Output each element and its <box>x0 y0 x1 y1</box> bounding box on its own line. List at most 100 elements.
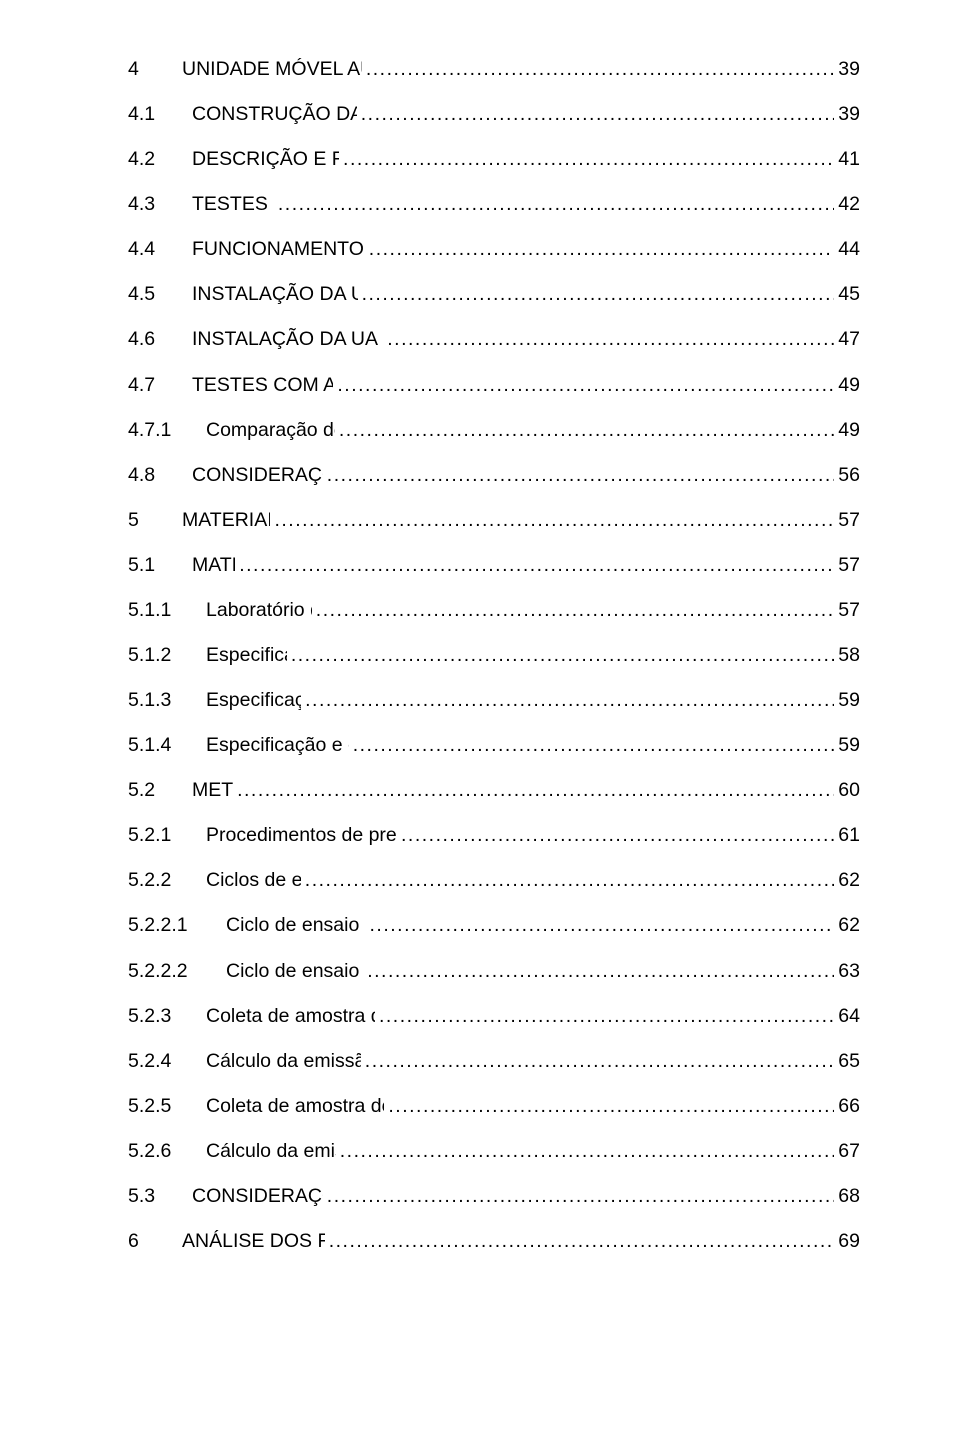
toc-title: INSTALAÇÃO DA UA NO LABORATÓRIO DE ENSAI… <box>192 328 383 351</box>
toc-title: METODOS <box>192 779 233 802</box>
toc-title: CONSIDERAÇÕES SOBRE O CAPÍTULO <box>192 1185 323 1208</box>
toc-row: 5.2.5Coleta de amostra de gases de exaus… <box>128 1095 860 1118</box>
toc-page-number: 66 <box>834 1095 860 1118</box>
toc-title: MATERIAIS E MÉTODOS <box>182 509 270 532</box>
page: 4UNIDADE MÓVEL AUTÔNOMA PARA COLETA DE A… <box>0 0 960 1444</box>
toc-page-number: 56 <box>834 464 860 487</box>
toc-leader-dots <box>233 779 834 802</box>
toc-row: 4.8CONSIDERAÇÕES SOBRE O CAPÍTULO56 <box>128 464 860 487</box>
toc-title: Ciclo de ensaio ESC (European Stationary… <box>226 914 365 937</box>
toc-row: 5.2METODOS 60 <box>128 779 860 802</box>
toc-row: 5MATERIAIS E MÉTODOS57 <box>128 509 860 532</box>
toc-page-number: 47 <box>834 328 860 351</box>
toc-row: 4.3TESTES EM BANCADA 42 <box>128 193 860 216</box>
toc-number: 4.3 <box>128 193 192 216</box>
toc-title: UNIDADE MÓVEL AUTÔNOMA PARA COLETA DE AL… <box>182 58 362 81</box>
toc-leader-dots <box>301 689 834 712</box>
toc-page-number: 61 <box>834 824 860 847</box>
toc-title: Coleta de amostra de gases de exaustão p… <box>206 1005 375 1028</box>
toc-number: 4.7.1 <box>128 419 206 442</box>
toc-leader-dots <box>270 509 834 532</box>
toc-leader-dots <box>235 554 834 577</box>
toc-title: Coleta de amostra de gases de exaustão p… <box>206 1095 384 1118</box>
toc-leader-dots <box>333 374 834 397</box>
toc-page-number: 60 <box>834 779 860 802</box>
toc-title: DESCRIÇÃO E FUNÇÃO DOS COMPONENTES <box>192 148 339 171</box>
toc-leader-dots <box>323 1185 835 1208</box>
toc-row: 5.3CONSIDERAÇÕES SOBRE O CAPÍTULO68 <box>128 1185 860 1208</box>
toc-title: Procedimentos de preparo e análise dos c… <box>206 824 397 847</box>
toc-page-number: 42 <box>834 193 860 216</box>
toc-leader-dots <box>384 1095 834 1118</box>
toc-page-number: 49 <box>834 374 860 397</box>
toc-page-number: 67 <box>834 1140 860 1163</box>
toc-row: 5.1MATERIAIS57 <box>128 554 860 577</box>
toc-page-number: 41 <box>834 148 860 171</box>
toc-row: 5.2.4Cálculo da emissão específica de ma… <box>128 1050 860 1073</box>
toc-row: 4.6INSTALAÇÃO DA UA NO LABORATÓRIO DE EN… <box>128 328 860 351</box>
toc-title: TESTES COM A METODOLOGIA DE COLETA <box>192 374 333 397</box>
toc-row: 5.2.3Coleta de amostra de gases de exaus… <box>128 1005 860 1028</box>
toc-title: CONSTRUÇÃO DA UNIDADE MÓVEL AUTÔNOMA (UA… <box>192 103 357 126</box>
toc-page-number: 39 <box>834 103 860 126</box>
toc-page-number: 45 <box>834 283 860 306</box>
toc-row: 5.2.6Cálculo da emissão específica de al… <box>128 1140 860 1163</box>
toc-number: 5.2.2.1 <box>128 914 226 937</box>
toc-leader-dots <box>287 644 834 667</box>
toc-row: 5.1.2Especificações do motor 58 <box>128 644 860 667</box>
toc-title: TESTES EM BANCADA <box>192 193 274 216</box>
toc-number: 4 <box>128 58 182 81</box>
toc-title: Especificações do motor <box>206 644 287 667</box>
toc-row: 4UNIDADE MÓVEL AUTÔNOMA PARA COLETA DE A… <box>128 58 860 81</box>
toc-page-number: 59 <box>834 689 860 712</box>
toc-leader-dots <box>336 1140 835 1163</box>
toc-leader-dots <box>274 193 834 216</box>
toc-page-number: 65 <box>834 1050 860 1073</box>
toc-number: 5.3 <box>128 1185 192 1208</box>
toc-leader-dots <box>323 464 835 487</box>
toc-number: 4.7 <box>128 374 192 397</box>
toc-row: 5.1.3Especificações dos cartuchos59 <box>128 689 860 712</box>
toc-number: 5.2.2.2 <box>128 960 226 983</box>
toc-row: 5.2.2.2Ciclo de ensaio ETC (European Tra… <box>128 960 860 983</box>
toc-row: 4.7TESTES COM A METODOLOGIA DE COLETA 49 <box>128 374 860 397</box>
toc-leader-dots <box>349 734 835 757</box>
toc-title: Laboratório de ensaio de motores <box>206 599 312 622</box>
toc-page-number: 57 <box>834 554 860 577</box>
toc-number: 4.1 <box>128 103 192 126</box>
toc-page-number: 39 <box>834 58 860 81</box>
toc-title: Ciclo de ensaio ETC (European Transient … <box>226 960 363 983</box>
toc-leader-dots <box>361 1050 835 1073</box>
toc-title: Especificação e características dos comb… <box>206 734 349 757</box>
toc-number: 5.1.1 <box>128 599 206 622</box>
toc-number: 5.2.5 <box>128 1095 206 1118</box>
toc-row: 5.2.2Ciclos de ensaios de motores62 <box>128 869 860 892</box>
toc-page-number: 58 <box>834 644 860 667</box>
toc-page-number: 49 <box>834 419 860 442</box>
toc-row: 5.1.4Especificação e características dos… <box>128 734 860 757</box>
toc-row: 6ANÁLISE DOS RESULTADOS E DISCUSSÃO69 <box>128 1230 860 1253</box>
toc-title: INSTALAÇÃO DA UA NO LABORATÓRIO DE VEÍCU… <box>192 283 358 306</box>
toc-page-number: 63 <box>834 960 860 983</box>
toc-number: 5.1.3 <box>128 689 206 712</box>
toc-leader-dots <box>358 283 835 306</box>
toc-row: 4.4FUNCIONAMENTO DA UNIDADE MÓVEL AUTÔNO… <box>128 238 860 261</box>
toc-title: Ciclos de ensaios de motores <box>206 869 301 892</box>
toc-row: 5.2.2.1Ciclo de ensaio ESC (European Sta… <box>128 914 860 937</box>
toc-number: 4.2 <box>128 148 192 171</box>
toc-title: Cálculo da emissão específica de aldeído… <box>206 1140 336 1163</box>
toc-leader-dots <box>362 58 834 81</box>
toc-number: 5.1.2 <box>128 644 206 667</box>
toc-number: 5.2 <box>128 779 192 802</box>
toc-leader-dots <box>312 599 835 622</box>
toc-leader-dots <box>365 238 835 261</box>
toc-leader-dots <box>325 1230 835 1253</box>
toc-row: 4.1CONSTRUÇÃO DA UNIDADE MÓVEL AUTÔNOMA … <box>128 103 860 126</box>
toc-number: 5.2.3 <box>128 1005 206 1028</box>
toc-number: 4.5 <box>128 283 192 306</box>
toc-number: 5 <box>128 509 182 532</box>
toc-number: 4.6 <box>128 328 192 351</box>
toc-number: 5.2.2 <box>128 869 206 892</box>
toc-row: 5.2.1Procedimentos de preparo e análise … <box>128 824 860 847</box>
toc-title: MATERIAIS <box>192 554 235 577</box>
